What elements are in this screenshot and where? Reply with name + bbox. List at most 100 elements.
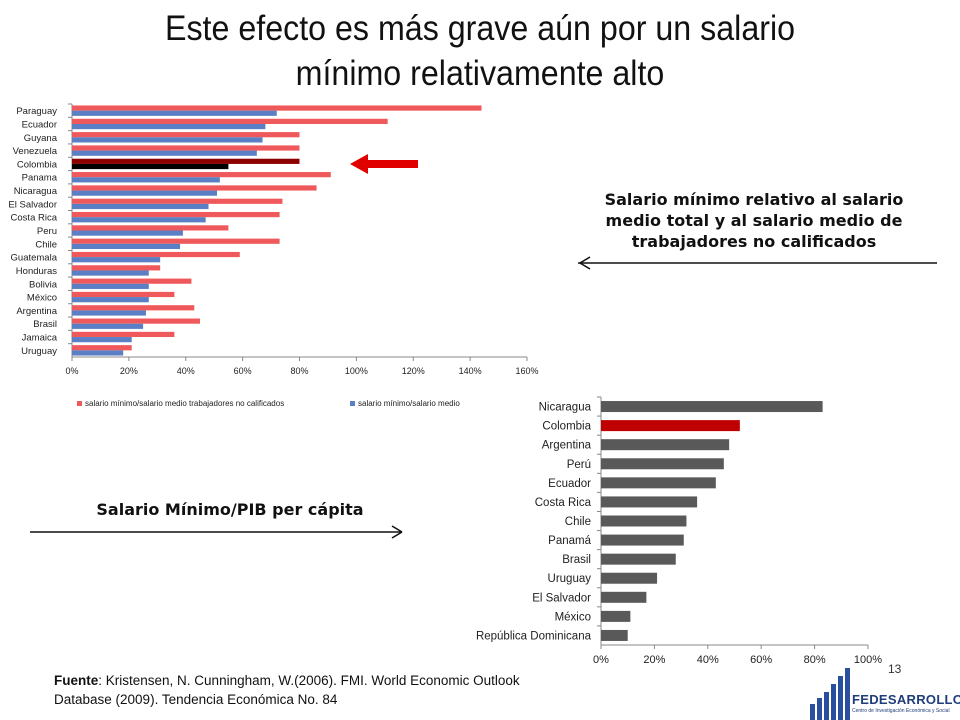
bar — [601, 629, 628, 641]
x-tick-label: 120% — [402, 366, 425, 376]
legend-swatch-unskilled — [77, 401, 82, 406]
category-label: Brasil — [33, 319, 57, 330]
slide-title: Este efecto es más grave aún por un sala… — [38, 6, 921, 96]
bar — [601, 534, 684, 546]
category-label: Argentina — [542, 440, 592, 452]
bar-unskilled — [72, 198, 283, 204]
category-label: República Dominicana — [476, 630, 592, 642]
bar-unskilled — [72, 265, 161, 271]
bar-average — [72, 150, 257, 156]
arrow-left-icon — [578, 256, 937, 270]
x-tick-label: 20% — [643, 654, 665, 666]
bar-average — [72, 297, 149, 303]
category-label: Ecuador — [548, 478, 591, 490]
bar — [601, 458, 724, 470]
fedesarrollo-logo-icon — [810, 668, 850, 720]
bar-unskilled — [72, 305, 195, 311]
bar-average — [72, 123, 266, 130]
category-label: El Salvador — [8, 199, 57, 210]
bar — [601, 515, 687, 527]
x-tick-label: 60% — [750, 654, 772, 666]
category-label: Brasil — [562, 554, 591, 566]
bar-unskilled — [72, 278, 192, 284]
bar-average — [72, 283, 149, 289]
bar-unskilled — [72, 251, 240, 258]
bar-unskilled — [72, 291, 175, 298]
category-label: Guyana — [24, 133, 58, 144]
bar — [601, 496, 698, 508]
bar-unskilled — [72, 211, 280, 218]
legend-swatch-average — [350, 401, 355, 406]
category-label: Uruguay — [21, 346, 57, 357]
bar-average — [72, 350, 124, 356]
bar-unskilled — [72, 345, 132, 351]
x-tick-label: 80% — [290, 366, 308, 376]
x-tick-label: 20% — [120, 366, 138, 376]
bar-average — [72, 270, 149, 276]
category-label: Honduras — [16, 266, 57, 277]
bar-average — [72, 177, 220, 183]
bar-average — [72, 217, 206, 223]
title-line-1: Este efecto es más grave aún por un sala… — [164, 9, 796, 48]
bar-average — [72, 243, 181, 250]
logo-text: FEDESARROLLO — [852, 692, 960, 707]
title-line-2: mínimo relativamente alto — [295, 54, 665, 93]
bar-average — [72, 203, 209, 210]
bar — [601, 591, 647, 603]
bar-average — [72, 137, 263, 143]
bar — [601, 572, 658, 584]
category-label: Nicaragua — [539, 402, 592, 414]
bar-average — [72, 110, 277, 116]
x-tick-label: 100% — [854, 654, 882, 666]
bar — [601, 610, 631, 622]
category-label: Colombia — [542, 421, 591, 433]
x-tick-label: 60% — [234, 366, 252, 376]
x-tick-label: 0% — [593, 654, 609, 666]
category-label: México — [27, 293, 57, 304]
bar — [601, 401, 823, 413]
bar-unskilled — [72, 105, 482, 111]
bar-average — [72, 310, 146, 316]
bar — [601, 477, 716, 489]
category-label: El Salvador — [532, 592, 591, 604]
category-label: Panamá — [548, 535, 591, 547]
bar — [601, 439, 730, 451]
bar-highlight-unskilled — [72, 158, 300, 164]
category-label: Nicaragua — [14, 186, 58, 197]
bar-unskilled — [72, 172, 331, 178]
legend-label-average: salario mínimo/salario medio — [358, 399, 460, 408]
bar-average — [72, 337, 132, 343]
bar-average — [72, 190, 218, 196]
category-label: Costa Rica — [535, 497, 592, 509]
x-tick-label: 160% — [515, 366, 538, 376]
bar-unskilled — [72, 331, 175, 338]
category-label: México — [555, 611, 591, 623]
category-label: Uruguay — [548, 573, 592, 585]
source-label: Fuente — [54, 673, 99, 688]
annotation-relative-wage: Salario mínimo relativo al salario medio… — [604, 190, 904, 251]
category-label: Jamaica — [22, 333, 58, 344]
logo-subtext: Centro de Investigación Económica y Soci… — [852, 708, 950, 714]
category-label: Perú — [567, 459, 591, 471]
bar-average — [72, 257, 161, 263]
category-label: Chile — [565, 516, 591, 528]
bar-average — [72, 323, 144, 329]
source-footer: Fuente: Kristensen, N. Cunningham, W.(20… — [54, 671, 574, 709]
bar-unskilled — [72, 225, 229, 231]
category-label: Guatemala — [11, 253, 58, 264]
category-label: Costa Rica — [11, 213, 58, 224]
x-tick-label: 0% — [65, 366, 78, 376]
bar-unskilled — [72, 238, 280, 244]
category-label: Colombia — [17, 159, 58, 170]
category-label: Venezuela — [13, 146, 58, 157]
page-number: 13 — [888, 662, 902, 676]
category-label: Chile — [35, 239, 57, 250]
bar-highlight-average — [72, 163, 229, 170]
bar-unskilled — [72, 132, 300, 138]
x-tick-label: 40% — [697, 654, 719, 666]
x-tick-label: 140% — [459, 366, 482, 376]
bar-average — [72, 230, 183, 236]
category-label: Argentina — [16, 306, 57, 317]
